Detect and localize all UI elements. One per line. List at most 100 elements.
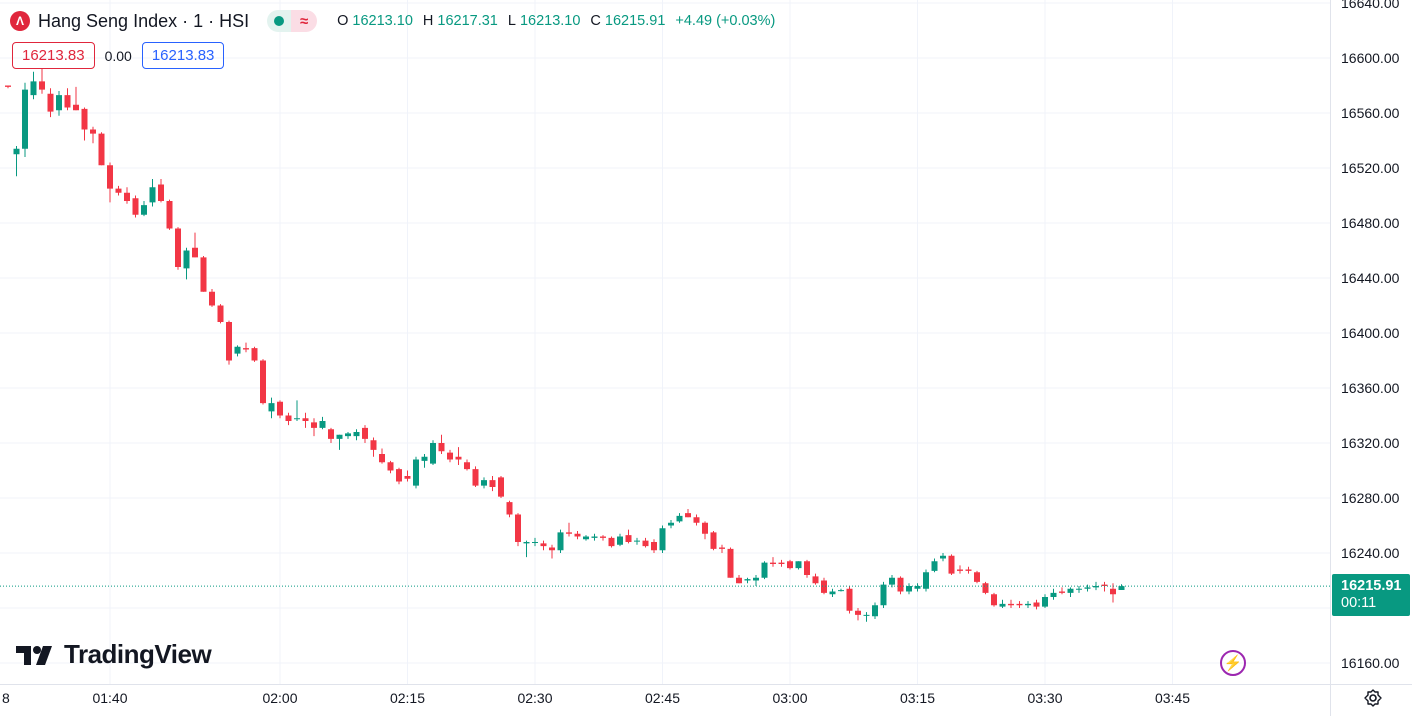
candle-body (1110, 588, 1116, 595)
candle (489, 476, 496, 492)
candle (183, 247, 190, 280)
sell-button[interactable]: 16213.83 (12, 42, 95, 69)
candle-body (353, 432, 360, 437)
candle-body (183, 250, 190, 269)
candle (353, 429, 360, 441)
candle-body (821, 580, 827, 593)
candle-body (166, 201, 173, 229)
candle-body (540, 543, 547, 547)
symbol-title[interactable]: Hang Seng Index · 1 · HSI (38, 10, 250, 31)
bid-ask-row: 16213.83 0.00 16213.83 (12, 42, 225, 69)
candle (642, 537, 649, 548)
candle (591, 533, 598, 541)
candle-body (676, 515, 683, 522)
market-status[interactable]: ≈ (267, 10, 318, 32)
candle-body (965, 569, 972, 571)
candle-body (583, 536, 589, 540)
candle (421, 454, 428, 468)
candle-body (107, 165, 113, 189)
candle-body (948, 555, 955, 574)
candle (608, 536, 615, 548)
candle (498, 476, 504, 498)
candle-body (396, 469, 402, 482)
x-tick-label: 03:45 (1155, 690, 1190, 706)
candle (277, 400, 283, 419)
candle (209, 289, 215, 307)
candle (336, 434, 343, 450)
candle-body (532, 542, 538, 543)
symbol-logo-icon[interactable]: Λ (10, 11, 30, 31)
tradingview-logo[interactable]: TradingView (16, 639, 212, 670)
candle-body (736, 577, 742, 584)
candle (404, 470, 411, 482)
candle (880, 581, 887, 608)
candle-body (957, 569, 963, 571)
candle-body (421, 456, 428, 461)
candle-body (787, 561, 793, 569)
buy-button[interactable]: 16213.83 (141, 42, 225, 69)
candle (685, 509, 691, 518)
candle-body (1016, 603, 1023, 606)
candle (1008, 599, 1014, 608)
candle (311, 418, 317, 437)
lightning-icon[interactable]: ⚡ (1220, 650, 1246, 676)
x-tick-label: 8 (2, 690, 10, 706)
candle (302, 412, 309, 428)
grid-lines (0, 0, 1330, 684)
candle-body (413, 459, 419, 486)
candle-body (659, 528, 666, 551)
candle-body (625, 535, 632, 542)
candle-body (523, 542, 530, 544)
last-price-label: 16215.91 00:11 (1332, 574, 1410, 617)
candle-body (999, 603, 1006, 607)
candle-body (855, 610, 861, 615)
y-tick-label: 16400.00 (1341, 325, 1400, 341)
candle-body (872, 605, 878, 617)
candle-body (761, 562, 768, 578)
candle-body (294, 418, 300, 420)
candle-body (591, 536, 598, 538)
candle-body (1059, 591, 1065, 593)
candle-body (132, 198, 139, 215)
candle (124, 187, 130, 204)
candle-body (1076, 588, 1082, 590)
candle-body (226, 322, 232, 361)
high-label: H (422, 13, 434, 29)
y-tick-label: 16320.00 (1341, 435, 1400, 451)
candle (940, 553, 946, 562)
candle (73, 86, 79, 111)
candle (328, 427, 334, 443)
candle (506, 500, 513, 518)
candle-body (693, 517, 700, 523)
gear-icon[interactable] (1363, 688, 1383, 708)
candle-body (557, 532, 564, 551)
bar-countdown: 00:11 (1341, 595, 1377, 612)
candle (251, 346, 258, 362)
candle (999, 599, 1006, 608)
candle (668, 520, 674, 529)
candle (761, 561, 768, 580)
candle (1118, 584, 1125, 590)
candle (149, 179, 156, 207)
candle-body (651, 542, 657, 551)
candle (413, 456, 419, 489)
candle-body (47, 93, 54, 112)
candles (5, 69, 1125, 622)
change-value: +4.49 (+0.03%) (675, 13, 776, 29)
candle-body (234, 346, 241, 354)
candle-body (285, 415, 292, 421)
candle (889, 575, 895, 588)
candle-body (1042, 597, 1048, 607)
candle-body (702, 522, 708, 534)
candle (430, 440, 436, 465)
y-tick-label: 16280.00 (1341, 490, 1400, 506)
y-tick-label: 16480.00 (1341, 215, 1400, 231)
candle (1059, 587, 1065, 595)
candle (702, 521, 708, 540)
candle (617, 533, 623, 547)
candle-body (56, 95, 62, 111)
candle (455, 447, 462, 465)
candle-body (1067, 588, 1074, 593)
tradingview-logo-icon (16, 645, 52, 665)
